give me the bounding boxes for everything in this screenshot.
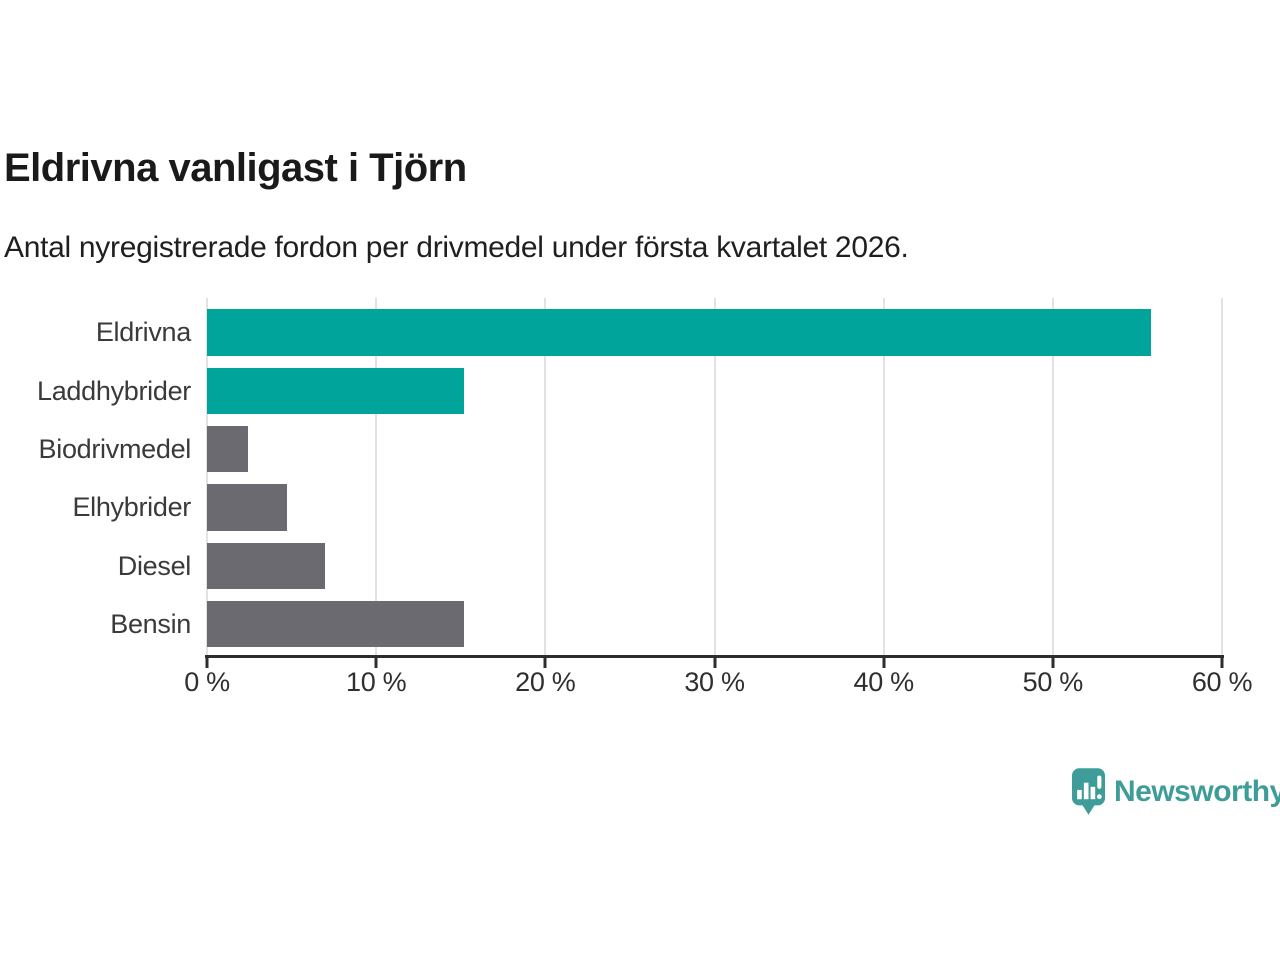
x-tick-10 [374,658,378,668]
gridline-0 [206,298,208,655]
x-tick-60 [1220,658,1224,668]
gridline-60 [1221,298,1223,655]
x-tick-label-0: 0 % [184,667,230,697]
x-tick-20 [543,658,547,668]
bar-elhybrider [207,484,287,531]
category-label-elhybrider: Elhybrider [72,492,191,523]
category-label-laddhybrider: Laddhybrider [36,375,191,406]
gridline-20 [544,298,547,655]
x-tick-label-20: 20 % [515,667,576,697]
x-tick-label-40: 40 % [853,667,914,697]
chart-subtitle: Antal nyregistrerade fordon per drivmede… [4,231,909,264]
x-tick-label-30: 30 % [684,667,745,697]
gridline-10 [375,298,378,655]
category-label-eldrivna: Eldrivna [95,317,191,348]
x-tick-label-50: 50 % [1022,667,1084,697]
x-tick-40 [882,658,886,668]
bar-eldrivna [207,309,1151,356]
category-axis-labels: Eldrivna Laddhybrider Biodrivmedel Elhybrid… [0,298,191,655]
gridline-40 [882,298,885,655]
newsworthy-logo: Newsworthy [1072,768,1280,816]
x-tick-label-10: 10 % [345,667,407,697]
gridline-30 [713,298,716,655]
bar-diesel [207,542,326,590]
newsworthy-wordmark: Newsworthy [1114,775,1280,808]
x-tick-0 [205,658,209,668]
chart-title: Eldrivna vanligast i Tjörn [4,146,467,190]
x-axis-line [205,655,1224,658]
category-label-biodrivmedel: Biodrivmedel [38,433,192,464]
bar-bensin [207,600,465,648]
bar-biodrivmedel [207,425,248,473]
x-tick-label-60: 60 % [1191,667,1253,697]
x-tick-50 [1051,658,1055,668]
gridline-50 [1051,298,1054,655]
x-tick-30 [713,658,716,668]
category-label-bensin: Bensin [110,608,191,639]
newsworthy-bubble-chart-icon [1072,768,1105,815]
category-label-diesel: Diesel [117,550,192,581]
bar-laddhybrider [207,367,465,415]
plot-area [206,298,1223,655]
